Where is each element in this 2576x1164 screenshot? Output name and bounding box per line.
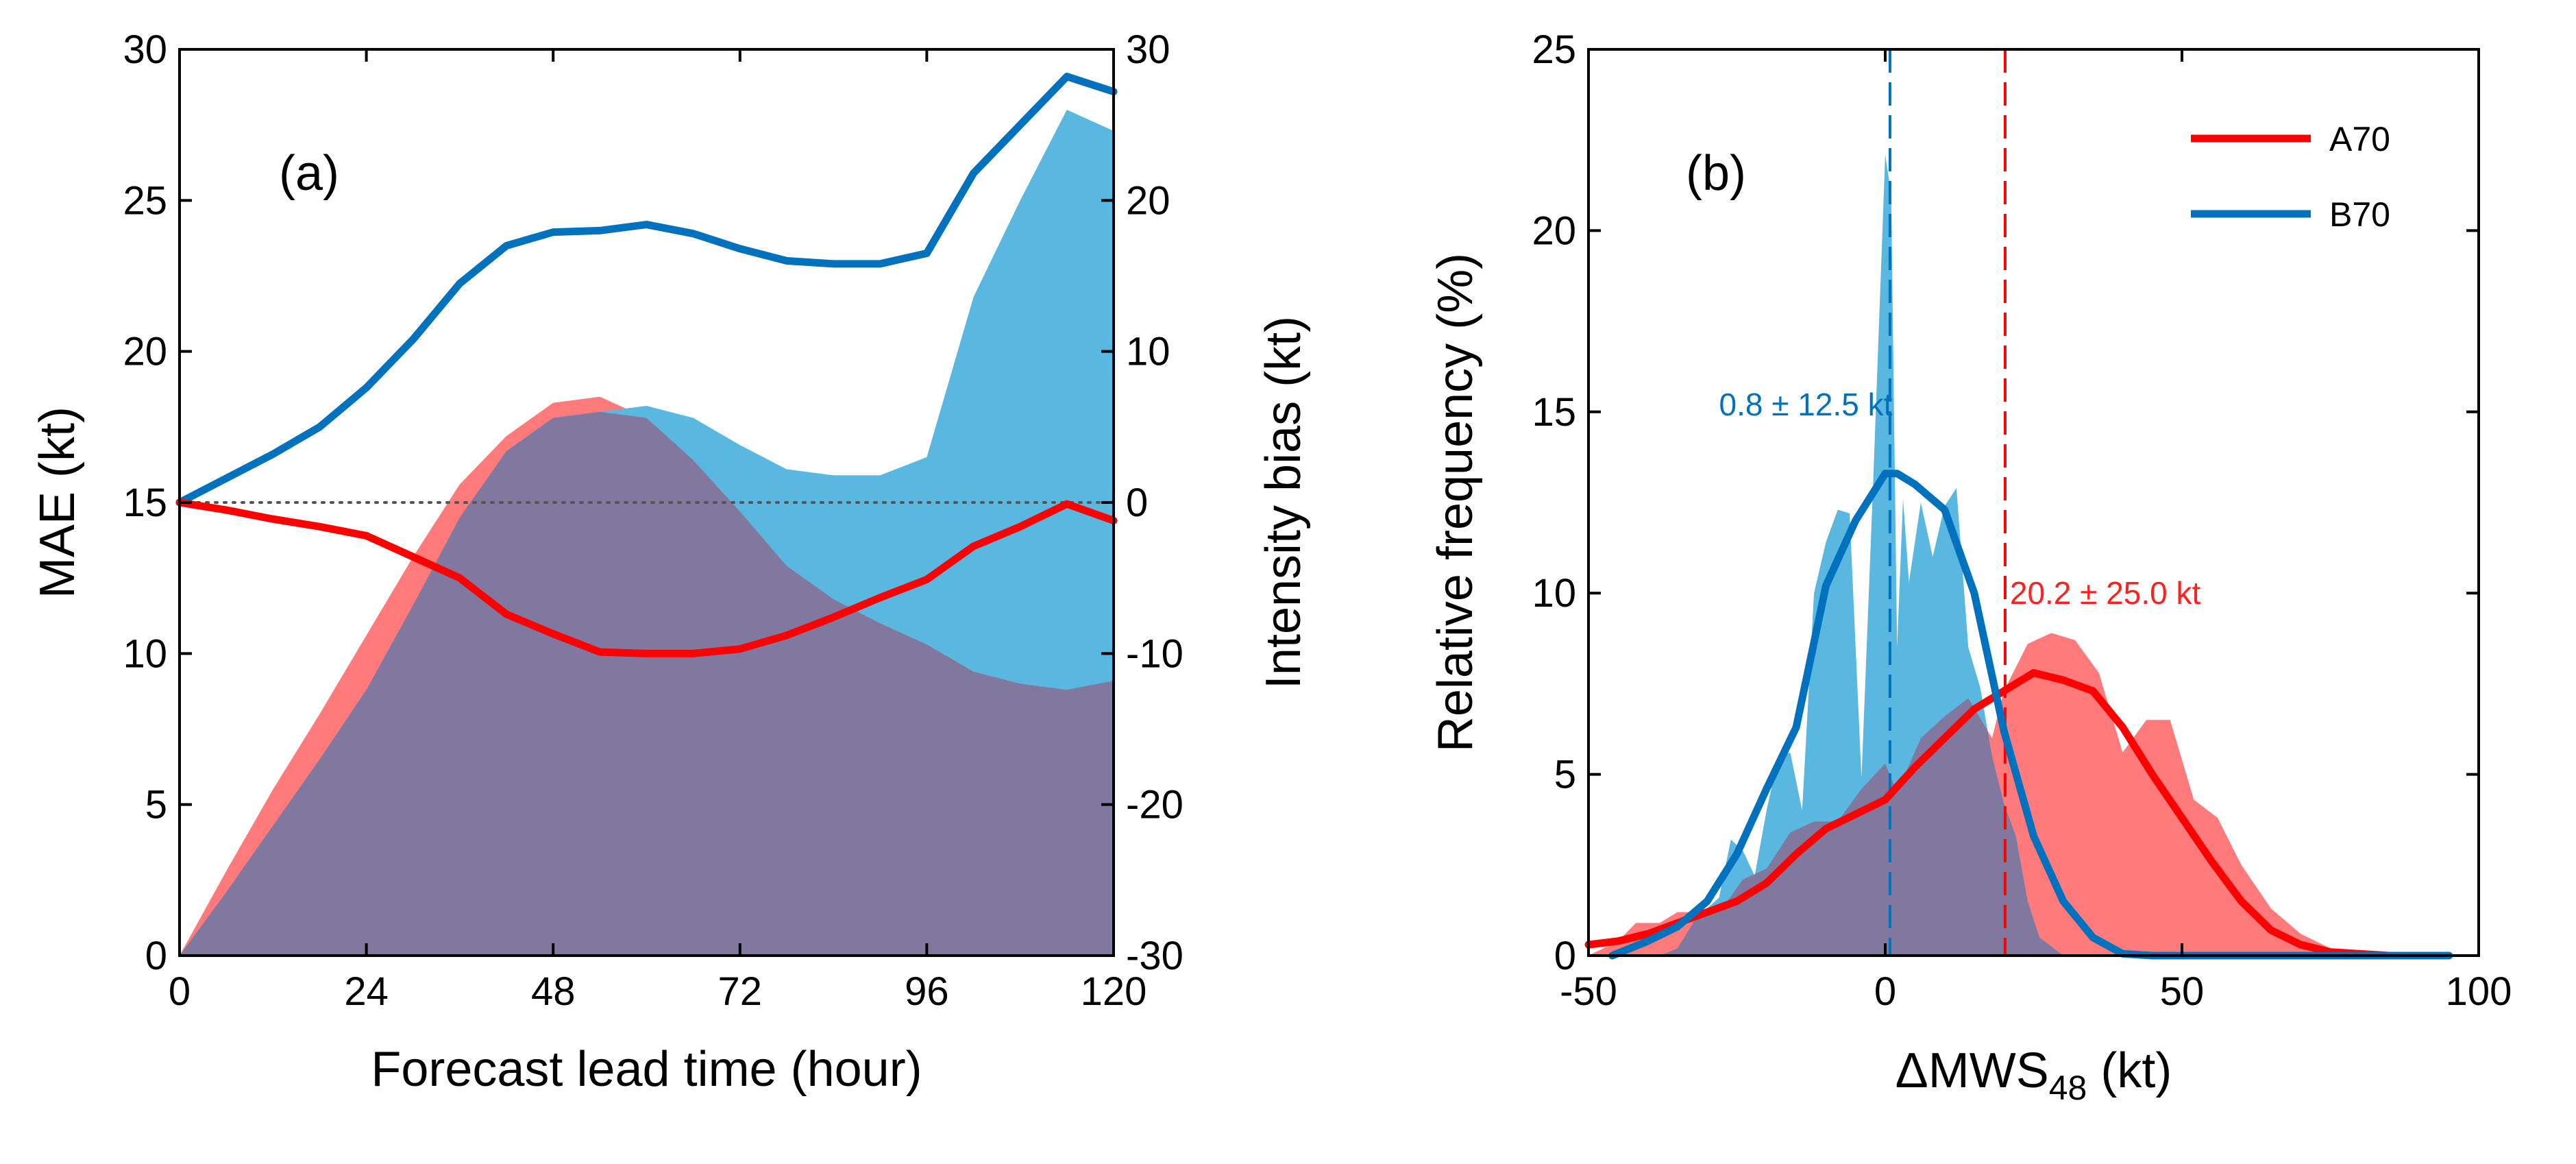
panel-a-y-tick-label: 5 xyxy=(145,783,167,827)
panel-a-x-tick-label: 120 xyxy=(1081,969,1147,1014)
panel-b-annotation-a70: 20.2 ± 25.0 kt xyxy=(2010,575,2201,611)
panel-b-x-label-main: ΔMWS xyxy=(1896,1043,2049,1098)
panel-a-y2-tick-label: -10 xyxy=(1126,631,1183,676)
legend: A70 B70 xyxy=(2191,120,2390,234)
panel-a-line-blue xyxy=(175,73,1118,507)
panel-a-y-tick-label: 10 xyxy=(123,631,167,676)
legend-label-a70: A70 xyxy=(2329,120,2390,158)
panel-a-y-axis-label: MAE (kt) xyxy=(30,407,85,598)
panel-b-y-tick-label: 20 xyxy=(1532,208,1576,253)
panel-a-y-tick-label: 20 xyxy=(123,330,167,374)
panel-b-x-tick-label: 100 xyxy=(2446,969,2512,1014)
panel-a-label: (a) xyxy=(279,146,339,201)
panel-a-frame xyxy=(178,48,1115,957)
panel-b-y-tick-label: 15 xyxy=(1532,390,1576,435)
panel-a-y2-tick-label: -30 xyxy=(1126,934,1183,978)
panel-b-y-tick-label: 5 xyxy=(1554,753,1576,797)
panel-a-x-tick-label: 96 xyxy=(905,969,949,1014)
panel-a-x-tick-label: 48 xyxy=(531,969,576,1014)
panel-b-annotation-b70: 0.8 ± 12.5 kt xyxy=(1719,387,1893,422)
panel-b-y-tick-label: 25 xyxy=(1532,27,1576,72)
panel-a-y-tick-label: 30 xyxy=(123,27,167,72)
panel-a-y2-tick-label: 30 xyxy=(1126,27,1170,72)
panel-a-y2-tick-label: 0 xyxy=(1126,481,1148,525)
panel-a-y-tick-label: 0 xyxy=(145,934,167,978)
panel-a-y2-tick-label: 20 xyxy=(1126,178,1170,223)
panel-b-frame xyxy=(1587,48,2480,957)
panel-b-label: (b) xyxy=(1686,146,1746,201)
panel-a-x-tick-label: 24 xyxy=(344,969,389,1014)
panel-b-x-tick-label: 50 xyxy=(2160,969,2205,1014)
legend-label-b70: B70 xyxy=(2329,195,2390,234)
panel-a-y2-tick-label: 10 xyxy=(1126,330,1170,374)
panel-b-x-tick-label: 0 xyxy=(1874,969,1896,1014)
panel-b-x-label-unit: (kt) xyxy=(2087,1043,2172,1098)
panel-a-x-tick-label: 72 xyxy=(718,969,763,1014)
panel-a-line-red xyxy=(175,498,1118,657)
panel-b-line-a70 xyxy=(1584,669,2423,960)
panel-a-area-overlap xyxy=(180,411,1114,956)
panel-b-y-axis-label: Relative frequency (%) xyxy=(1428,253,1483,752)
panel-b-x-tick-label: -50 xyxy=(1560,969,1617,1014)
panel-a-y2-tick-label: -20 xyxy=(1126,783,1183,827)
panel-b-x-label-subscript: 48 xyxy=(2049,1069,2087,1107)
panel-a-x-tick-label: 0 xyxy=(169,969,191,1014)
panel-b-x-axis-label: ΔMWS48 (kt) xyxy=(1896,1043,2172,1107)
panel-b-y-tick-label: 10 xyxy=(1532,571,1576,616)
panel-a: 0 24 48 72 96 120 0 5 10 15 20 25 30 -30 -20 -10 0 10 20 30… xyxy=(30,27,1311,1097)
panel-a-y-tick-label: 25 xyxy=(123,178,167,223)
panel-a-y2-axis-label: Intensity bias (kt) xyxy=(1256,316,1311,689)
panel-b-y-tick-label: 0 xyxy=(1554,934,1576,978)
panel-a-y-tick-label: 15 xyxy=(123,481,167,525)
panel-a-x-axis-label: Forecast lead time (hour) xyxy=(371,1042,922,1097)
